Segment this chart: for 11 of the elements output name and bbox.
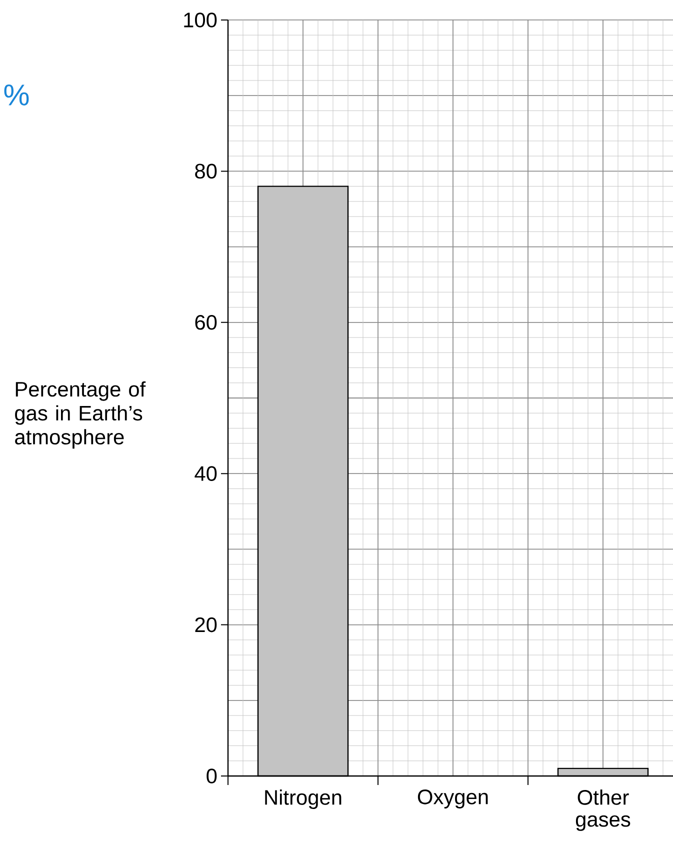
x-tick-label: Oxygen <box>418 790 488 808</box>
x-tick-label: Nitrogen <box>265 790 342 810</box>
y-tick-label: 80 <box>195 164 217 179</box>
y-tick-label: 40 <box>194 466 217 481</box>
x-tick-label: Other gases <box>576 790 630 831</box>
text: % <box>4 84 29 106</box>
y-tick-label: 100 <box>184 12 217 28</box>
y-tick-label: 20 <box>195 617 217 632</box>
y-axis-title: Percentage of gas in Earth’s atmosphere <box>15 381 146 449</box>
y-tick-label: 0 <box>206 768 217 784</box>
y-tick-label: 60 <box>195 314 217 330</box>
